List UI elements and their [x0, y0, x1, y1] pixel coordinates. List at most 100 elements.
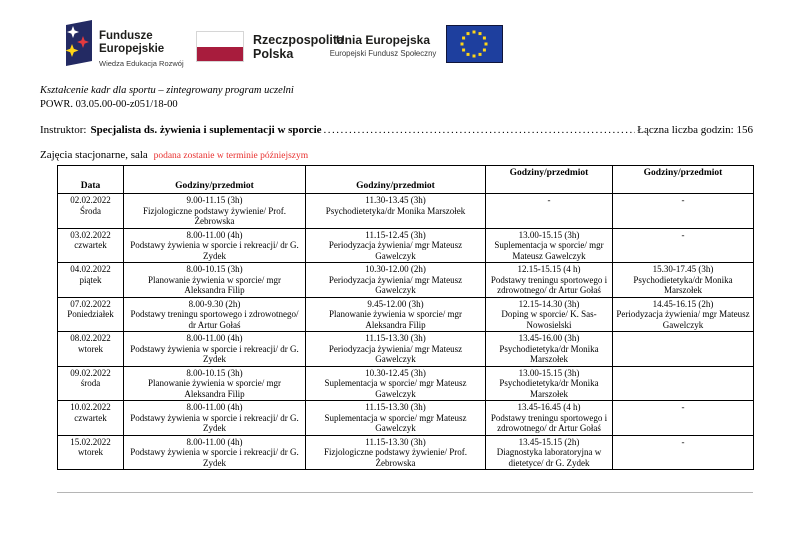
cell-time: 9.00-11.15 (3h): [186, 195, 243, 205]
eu-subtitle: Europejski Fundusz Społeczny: [329, 49, 437, 58]
table-row: 09.02.2022 środa 8.00-10.15 (3h) Planowanie…: [57, 365, 754, 401]
date-cell: 07.02.2022 Poniedziałek: [57, 296, 124, 332]
cell-subject: Podstawy treningu sportowego i zdrowotne…: [490, 274, 608, 296]
schedule-cell: 14.45-16.15 (2h) Periodyzacja żywienia/ m…: [612, 296, 754, 332]
schedule-cell: 12.15-14.30 (3h) Doping w sporcie/ K. Sas…: [485, 296, 613, 332]
schedule-cell: 13.45-16.45 (4 h) Podstawy treningu sport…: [485, 400, 613, 436]
day-name: wtorek: [78, 343, 103, 354]
cell-subject: Podstawy żywienia w sporcie i rekreacji/…: [130, 343, 299, 365]
schedule-cell: 11.30-13.45 (3h) Psychodietetyka/dr Monik…: [305, 193, 486, 229]
schedule-cell: 10.30-12.45 (3h) Suplementacja w sporcie/…: [305, 365, 486, 401]
table-continuation-line: [57, 492, 753, 493]
cell-time: 13.00-15.15 (3h): [518, 367, 580, 378]
schedule-cell: 8.00-9.30 (2h) Podstawy treningu sportowe…: [123, 296, 306, 332]
table-row: 02.02.2022 Środa 9.00-11.15 (3h) Fizjologic…: [57, 193, 754, 229]
dotted-leader: ........................................…: [323, 124, 636, 136]
cell-subject: Podstawy treningu sportowego i zdrowotne…: [130, 309, 299, 330]
cell-time: 8.00-11.00 (4h): [186, 229, 243, 240]
day-name: Poniedziałek: [67, 309, 114, 319]
schedule-cell: -: [612, 227, 754, 263]
poland-label: Rzeczpospolita Polska: [253, 33, 344, 61]
cell-time: 11.30-13.45 (3h): [365, 195, 426, 205]
program-code: POWR. 03.05.00-00-z051/18-00: [40, 99, 178, 110]
cell-time: 8.00-10.15 (3h): [186, 367, 243, 378]
date-cell: 09.02.2022 środa: [57, 365, 124, 401]
schedule-cell: 13.45-15.15 (2h) Diagnostyka laboratoryjn…: [485, 434, 613, 470]
cell-time: 12.15-14.30 (3h): [518, 298, 580, 309]
cell-subject: Planowanie żywienia w sporcie/ mgr Aleks…: [148, 274, 281, 296]
cell-time: 15.30-17.45 (3h): [652, 264, 714, 274]
schedule-cell: 11.15-13.30 (3h) Periodyzacja żywienia/ m…: [305, 331, 486, 367]
instructor-line: Instruktor: Specjalista ds. żywienia i s…: [40, 124, 753, 136]
instructor-name: Specjalista ds. żywienia i suplementacji…: [90, 124, 322, 136]
cell-time: 8.00-10.15 (3h): [186, 264, 243, 274]
fundusze-europejskie-label: Fundusze Europejskie Wiedza Edukacja Roz…: [99, 30, 184, 68]
date-value: 09.02.2022: [70, 367, 111, 378]
cell-time: 10.30-12.45 (3h): [365, 367, 426, 378]
date-cell: 03.02.2022 czwartek: [57, 227, 124, 263]
col-header-godziny: Godziny/przedmiot: [612, 165, 754, 194]
schedule-cell: -: [612, 434, 754, 470]
date-value: 03.02.2022: [70, 229, 111, 240]
cell-time: 8.00-11.00 (4h): [186, 333, 243, 343]
cell-subject: Fizjologiczne podstawy żywienie/ Prof. Ż…: [324, 447, 467, 468]
mode-text: Zajęcia stacjonarne, sala: [40, 149, 148, 161]
schedule-cell: 9.45-12.00 (3h) Planowanie żywienia w spo…: [305, 296, 486, 332]
cell-subject: Psychodietetyka/dr Monika Marszołek: [499, 343, 599, 365]
instructor-label: Instruktor:: [40, 124, 87, 136]
fundusze-europejskie-flag-icon: [65, 20, 92, 66]
cell-subject: Periodyzacja żywienia/ mgr Mateusz Gawel…: [328, 343, 463, 365]
cell-time: -: [681, 402, 685, 412]
schedule-cell: 8.00-11.00 (4h) Podstawy żywienia w sporc…: [123, 331, 306, 367]
date-value: 10.02.2022: [70, 402, 111, 412]
schedule-cell: 11.15-12.45 (3h) Periodyzacja żywienia/ m…: [305, 227, 486, 263]
schedule-cell: 8.00-11.00 (4h) Podstawy żywienia w sporc…: [123, 434, 306, 470]
schedule-cell: 13.45-16.00 (3h) Psychodietetyka/dr Monik…: [485, 331, 613, 367]
cell-time: 13.45-15.15 (2h): [518, 436, 580, 447]
cell-time: 11.15-13.30 (3h): [365, 402, 426, 412]
cell-time: 10.30-12.00 (2h): [365, 264, 426, 274]
date-value: 07.02.2022: [70, 298, 111, 309]
eu-flag-icon: [446, 25, 503, 63]
cell-subject: Periodyzacja żywienia/ mgr Mateusz Gawel…: [328, 274, 463, 296]
col-header-data: Data: [57, 165, 124, 194]
cell-time: 11.15-13.30 (3h): [365, 333, 426, 343]
cell-time: 8.00-11.00 (4h): [186, 402, 243, 412]
date-cell: 10.02.2022 czwartek: [57, 400, 124, 436]
schedule-cell: 9.00-11.15 (3h) Fizjologiczne podstawy ży…: [123, 193, 306, 229]
pl-name-line2: Polska: [253, 47, 294, 61]
schedule-cell: [612, 365, 754, 401]
cell-subject: Planowanie żywienia w sporcie/ mgr Aleks…: [148, 378, 281, 399]
date-value: 15.02.2022: [70, 436, 111, 447]
logo-row: Fundusze Europejskie Wiedza Edukacja Roz…: [0, 0, 800, 80]
cell-subject: Suplementacja w sporcie/ mgr Mateusz Gaw…: [324, 378, 467, 399]
cell-time: 13.00-15.15 (3h): [518, 229, 580, 240]
eu-label: Unia Europejska Europejski Fundusz Społe…: [327, 34, 439, 59]
schedule-cell: 8.00-10.15 (3h) Planowanie żywienia w spo…: [123, 262, 306, 298]
cell-time: 13.45-16.45 (4 h): [517, 402, 581, 412]
schedule-cell: 13.00-15.15 (3h) Psychodietetyka/dr Monik…: [485, 365, 613, 401]
cell-subject: Planowanie żywienia w sporcie/ mgr Aleks…: [329, 309, 462, 330]
cell-subject: Fizjologiczne podstawy żywienie/ Prof. Ż…: [143, 205, 286, 227]
day-name: czwartek: [74, 240, 107, 250]
schedule-cell: -: [612, 400, 754, 436]
table-row: 08.02.2022 wtorek 8.00-11.00 (4h) Podstawy …: [57, 331, 754, 367]
table-header-row: Data Godziny/przedmiot Godziny/przedmiot Go…: [57, 165, 754, 194]
cell-subject: Psychodietetyka/dr Monika Marszołek: [499, 378, 599, 399]
fundusze-europejskie-logo: Fundusze Europejskie Wiedza Edukacja Roz…: [62, 20, 184, 68]
table-row: 10.02.2022 czwartek 8.00-11.00 (4h) Podstaw…: [57, 400, 754, 436]
schedule-table: Data Godziny/przedmiot Godziny/przedmiot Go…: [57, 165, 754, 470]
table-row: 07.02.2022 Poniedziałek 8.00-9.30 (2h) Pods…: [57, 296, 754, 332]
date-value: 04.02.2022: [70, 264, 111, 274]
mode-line: Zajęcia stacjonarne, sala podana zostani…: [40, 149, 308, 161]
cell-time: 13.45-16.00 (3h): [518, 333, 580, 343]
schedule-cell: 8.00-10.15 (3h) Planowanie żywienia w spo…: [123, 365, 306, 401]
schedule-cell: 10.30-12.00 (2h) Periodyzacja żywienia/ m…: [305, 262, 486, 298]
mode-note-red: podana zostanie w terminie późniejszym: [153, 151, 309, 161]
date-value: 02.02.2022: [70, 195, 111, 205]
cell-subject: Periodyzacja żywienia/ mgr Mateusz Gawel…: [616, 309, 750, 330]
schedule-cell: 11.15-13.30 (3h) Fizjologiczne podstawy ż…: [305, 434, 486, 470]
pl-name-line1: Rzeczpospolita: [253, 33, 344, 47]
cell-time: -: [681, 229, 685, 240]
date-cell: 15.02.2022 wtorek: [57, 434, 124, 470]
